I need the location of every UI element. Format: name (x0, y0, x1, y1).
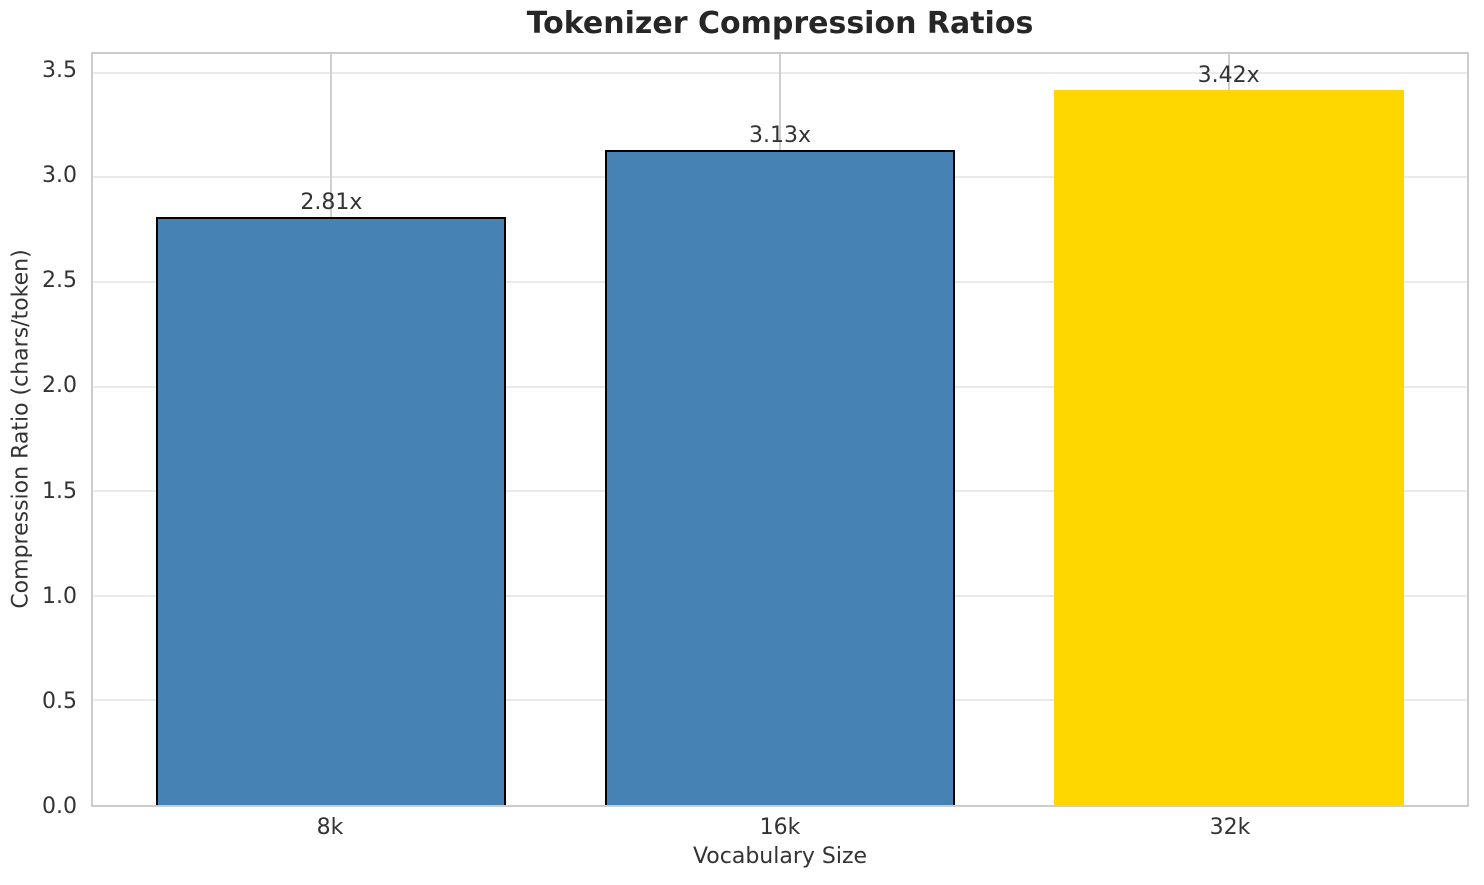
x-tick-label-16k: 16k (759, 815, 801, 840)
y-tick-label-2.5: 2.5 (42, 268, 77, 294)
bar-8k (156, 217, 507, 805)
y-axis-label: Compression Ratio (chars/token) (8, 249, 34, 609)
y-tick-label-2.0: 2.0 (42, 373, 77, 399)
x-tick-label-8k: 8k (316, 815, 344, 840)
y-tick-label-1.5: 1.5 (42, 478, 77, 504)
y-tick-label-3.5: 3.5 (42, 57, 77, 83)
y-tick-label-3.0: 3.0 (42, 163, 77, 189)
category-slot-32k: 3.42x (1004, 54, 1453, 805)
x-axis-label: Vocabulary Size (692, 844, 868, 869)
category-slot-8k: 2.81x (107, 54, 556, 805)
bar-value-label-16k: 3.13x (749, 123, 812, 149)
y-tick-label-0.0: 0.0 (42, 794, 77, 819)
bar-16k (605, 150, 955, 805)
category-slot-16k: 3.13x (556, 54, 1005, 805)
bar-32k (1053, 89, 1404, 805)
y-tick-label-1.0: 1.0 (42, 583, 77, 609)
y-tick-label-0.5: 0.5 (42, 688, 77, 714)
chart-title: Tokenizer Compression Ratios (526, 6, 1034, 41)
bar-value-label-8k: 2.81x (300, 190, 363, 216)
bar-value-label-32k: 3.42x (1197, 62, 1260, 88)
plot-area: 2.81x 3.13x 3.42x (91, 52, 1469, 807)
bars-layer: 2.81x 3.13x 3.42x (93, 54, 1467, 805)
x-tick-label-32k: 32k (1209, 815, 1251, 840)
